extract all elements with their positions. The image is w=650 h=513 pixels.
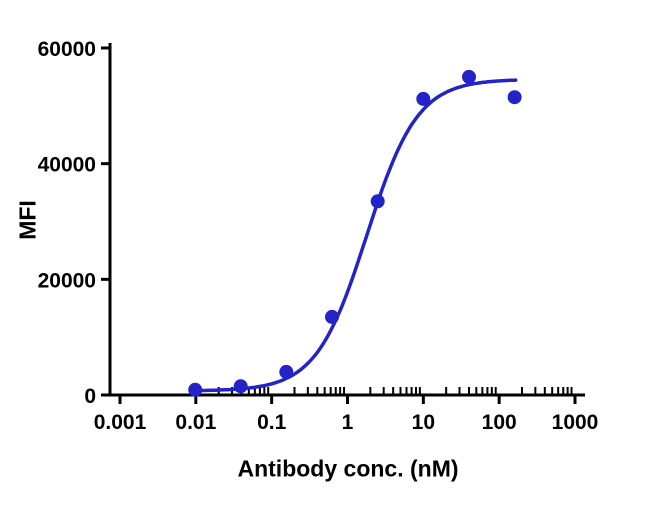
x-tick-label: 0.01 [175,411,216,434]
x-axis-title: Antibody conc. (nM) [237,455,459,482]
data-point [507,90,522,105]
data-point [462,69,476,84]
x-tick-label: 0.1 [257,411,287,434]
data-point [325,309,339,324]
x-tick-label: 0.001 [94,411,147,434]
y-tick-label: 0 [84,385,96,408]
x-tick-label: 1000 [552,411,599,434]
x-tick-label: 10 [412,411,435,434]
fit-curve [190,78,518,393]
data-point [233,379,248,394]
data-point [416,91,431,106]
x-tick-label: 100 [482,411,517,434]
y-tick-label: 60000 [38,38,96,61]
y-tick-label: 20000 [38,269,96,292]
y-tick-label: 40000 [38,154,96,177]
data-point [188,382,203,397]
data-point [370,194,385,209]
x-tick-label: 1 [342,411,354,434]
y-axis-title: MFI [14,200,41,240]
data-point [279,364,294,379]
